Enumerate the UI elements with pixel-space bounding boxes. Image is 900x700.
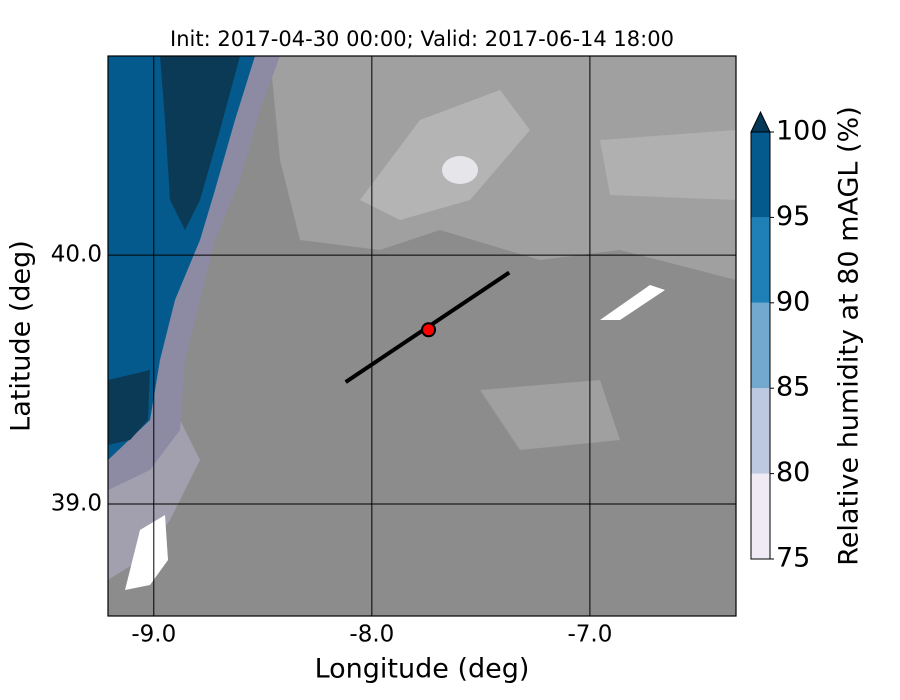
- colorbar-label: Relative humidity at 80 mAGL (%): [834, 106, 865, 566]
- colorbar-segment: [751, 473, 770, 559]
- plot-frame: [107, 55, 737, 617]
- dry-patch: [600, 285, 665, 320]
- terrain-high: [270, 56, 736, 280]
- humid-coast: [160, 56, 240, 230]
- y-tick-label: 39.0: [51, 491, 102, 517]
- colorbar-tick-label: 85: [776, 372, 810, 403]
- terrain-high: [480, 380, 620, 450]
- colorbar-segment: [751, 302, 770, 389]
- humid-coast: [108, 56, 255, 460]
- terrain-peak: [360, 90, 530, 220]
- x-tick-label: -7.0: [567, 622, 612, 648]
- map-field: [108, 56, 736, 616]
- x-tick-label: -9.0: [131, 622, 176, 648]
- x-axis-label: Longitude (deg): [315, 654, 530, 685]
- colorbar-extend: [750, 110, 771, 133]
- terrain-peak: [442, 156, 478, 184]
- site-marker: [421, 322, 437, 338]
- chart-title: Init: 2017-04-30 00:00; Valid: 2017-06-1…: [170, 27, 674, 51]
- colorbar-tick-label: 95: [776, 201, 810, 232]
- colorbar-segment: [751, 388, 770, 474]
- x-tick-label: -8.0: [349, 622, 394, 648]
- dry-patch: [125, 515, 168, 590]
- colorbar-tick-label: 80: [776, 457, 810, 488]
- colorbar-segment: [751, 217, 770, 303]
- humid-coast: [108, 370, 150, 445]
- colorbar-segment: [751, 132, 770, 218]
- colorbar-frame: [750, 131, 771, 560]
- colorbar-tick-label: 75: [776, 543, 810, 574]
- colorbar-tick-label: 100: [776, 116, 828, 147]
- y-axis-label: Latitude (deg): [6, 240, 37, 432]
- colorbar-tick-label: 90: [776, 286, 810, 317]
- terrain-high: [600, 130, 736, 200]
- y-tick-label: 40.0: [51, 242, 102, 268]
